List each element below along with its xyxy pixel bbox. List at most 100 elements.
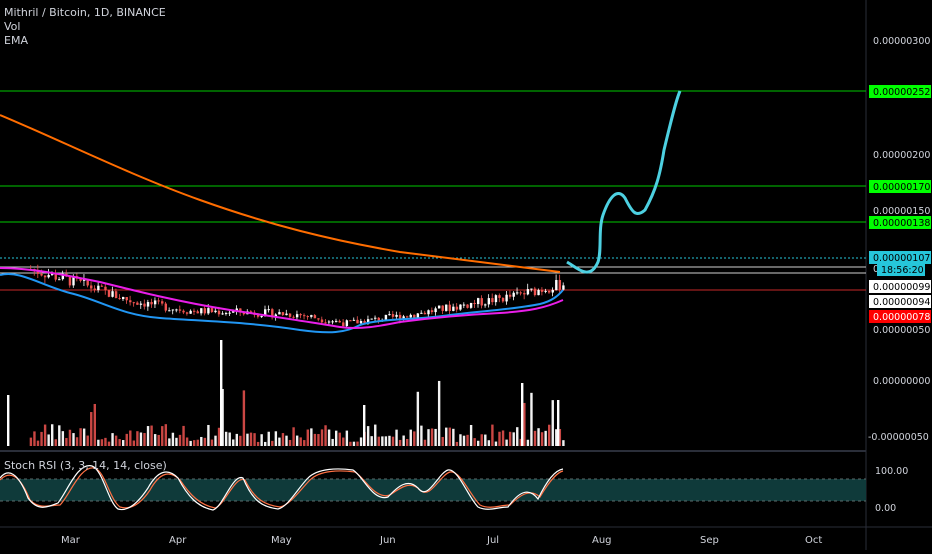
- volume-bar: [437, 380, 441, 446]
- volume-bar: [303, 440, 306, 446]
- candle-body: [292, 316, 295, 318]
- volume-bar: [40, 431, 43, 446]
- candle-body: [104, 286, 107, 291]
- volume-bar: [409, 429, 412, 446]
- volume-bar: [324, 425, 327, 446]
- candle-body: [40, 273, 43, 276]
- time-tick-aug: Aug: [592, 535, 612, 546]
- candle-body: [164, 303, 167, 311]
- price-tag-107: 0.00000107: [873, 253, 930, 264]
- candle-body: [530, 288, 533, 290]
- volume-bar: [207, 424, 210, 446]
- volume-bar: [356, 441, 359, 446]
- candle-body: [491, 298, 494, 303]
- candle-body: [228, 312, 231, 314]
- price-tag-bg: [869, 280, 931, 293]
- candle-body: [118, 298, 121, 300]
- volume-bar: [146, 426, 150, 446]
- volume-bar: [551, 400, 554, 446]
- candle-body: [533, 288, 537, 296]
- volume-bar: [82, 428, 86, 446]
- candle-body: [196, 311, 199, 314]
- symbol-title: Mithril / Bitcoin, 1D, BINANCE: [4, 6, 166, 19]
- candle-body: [54, 273, 57, 280]
- volume-bar: [224, 431, 228, 446]
- time-tick-jul: Jul: [486, 535, 499, 546]
- candle-body: [224, 313, 228, 315]
- candle-body: [363, 321, 366, 324]
- candle-body: [477, 298, 480, 305]
- candle-body: [441, 305, 444, 311]
- candle-body: [420, 312, 423, 314]
- candle-body: [388, 314, 391, 316]
- candle-body: [487, 298, 491, 305]
- volume-bar: [249, 432, 253, 446]
- price-tag-bg: [869, 180, 931, 193]
- volume-bar: [175, 437, 178, 446]
- volume-bar: [136, 431, 139, 446]
- volume-bar: [342, 437, 345, 446]
- volume-bar: [196, 439, 199, 446]
- volume-bar: [75, 437, 79, 446]
- countdown-tag-bg: [877, 264, 925, 276]
- volume-bar: [285, 435, 288, 446]
- volume-bar: [295, 435, 299, 446]
- volume-bar: [434, 428, 437, 446]
- volume-bar: [274, 431, 278, 446]
- volume-bar: [228, 432, 231, 446]
- volume-bar: [68, 429, 72, 446]
- volume-bar: [427, 429, 430, 446]
- candle-body: [182, 310, 185, 313]
- candle-body: [161, 301, 164, 304]
- candle-body: [374, 317, 377, 319]
- price-tags: 0.00000252 0.00000170 0.00000138 0.00000…: [869, 85, 931, 323]
- candle-body: [153, 300, 157, 305]
- volume-bar: [111, 433, 114, 446]
- volume-bar: [178, 434, 182, 446]
- candle-body: [295, 314, 299, 318]
- volume-bar: [384, 436, 388, 446]
- stoch-tick-0: 0.00: [875, 503, 896, 514]
- candle-body: [540, 290, 544, 292]
- candle-body: [370, 318, 373, 320]
- candle-body: [235, 308, 238, 311]
- candle-body: [249, 311, 253, 313]
- volume-bar: [374, 424, 377, 446]
- volume-bar: [253, 433, 256, 446]
- candle-body: [409, 314, 412, 318]
- candle-body: [61, 273, 65, 280]
- countdown-tag: 18:56:20: [881, 265, 924, 276]
- candle-body: [423, 312, 427, 315]
- price-tag-bg: [869, 251, 931, 264]
- price-tick-label: -0.00000050: [868, 432, 929, 443]
- candle-body: [352, 319, 356, 321]
- volume-bar: [239, 435, 242, 446]
- volume-bar: [501, 430, 505, 446]
- candle-body: [168, 310, 171, 312]
- candle-body: [93, 288, 96, 291]
- candle-body: [384, 314, 388, 320]
- candle-body: [395, 314, 398, 317]
- candle-body: [359, 321, 363, 324]
- volume-bar: [508, 431, 512, 446]
- volume-bar: [288, 439, 292, 446]
- time-tick-apr: Apr: [169, 535, 187, 546]
- candle-body: [508, 294, 512, 297]
- volume-bar: [153, 434, 157, 446]
- candle-body: [342, 322, 345, 327]
- candle-body: [320, 319, 324, 323]
- candle-body: [391, 314, 395, 317]
- candle-body: [398, 314, 402, 320]
- candle-body: [310, 315, 313, 317]
- volume-bar: [544, 430, 547, 446]
- candle-body: [90, 285, 93, 289]
- volume-bar: [235, 433, 238, 446]
- volume-bar: [523, 402, 526, 446]
- candle-body: [473, 302, 476, 305]
- time-tick-jun: Jun: [379, 535, 396, 546]
- candle-body: [448, 304, 451, 311]
- candle-body: [189, 310, 192, 314]
